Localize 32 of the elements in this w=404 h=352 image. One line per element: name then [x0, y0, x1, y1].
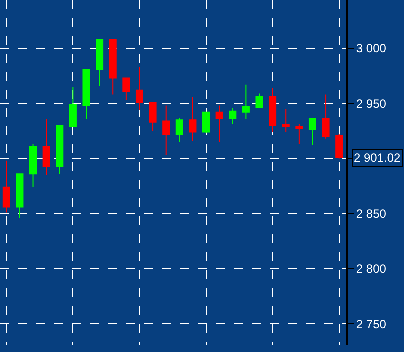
candlestick [122, 78, 130, 101]
candlestick [136, 66, 144, 111]
candlestick [30, 144, 38, 188]
text: 2 901.02 [354, 151, 402, 165]
candlestick [149, 102, 157, 132]
candlestick [16, 174, 24, 219]
candlestick [109, 39, 117, 96]
candlestick [256, 93, 264, 109]
y-tick-label: 3 000 [356, 42, 387, 56]
candlestick [282, 108, 290, 133]
y-tick-label: 2 800 [356, 262, 387, 276]
candlestick [56, 125, 64, 175]
candlestick [229, 108, 237, 126]
candlestick [82, 68, 90, 120]
candlestick [269, 88, 277, 133]
candlestick [308, 118, 316, 146]
candlestick [242, 84, 250, 120]
y-tick-label: 2 950 [356, 96, 387, 111]
candlestick [176, 117, 184, 143]
candlestick [216, 105, 224, 143]
candlestick [322, 94, 330, 140]
y-tick-label: 2 750 [356, 317, 387, 332]
candlestick [162, 105, 170, 156]
candlestick [42, 118, 50, 176]
candlestick [96, 39, 104, 86]
candlestick [69, 86, 77, 128]
y-tick-label: 2 850 [356, 207, 387, 222]
candlestick [336, 134, 344, 160]
candlestick [2, 160, 10, 214]
candlestick [296, 124, 304, 145]
candlestick [189, 96, 197, 142]
candlestick [202, 112, 210, 134]
